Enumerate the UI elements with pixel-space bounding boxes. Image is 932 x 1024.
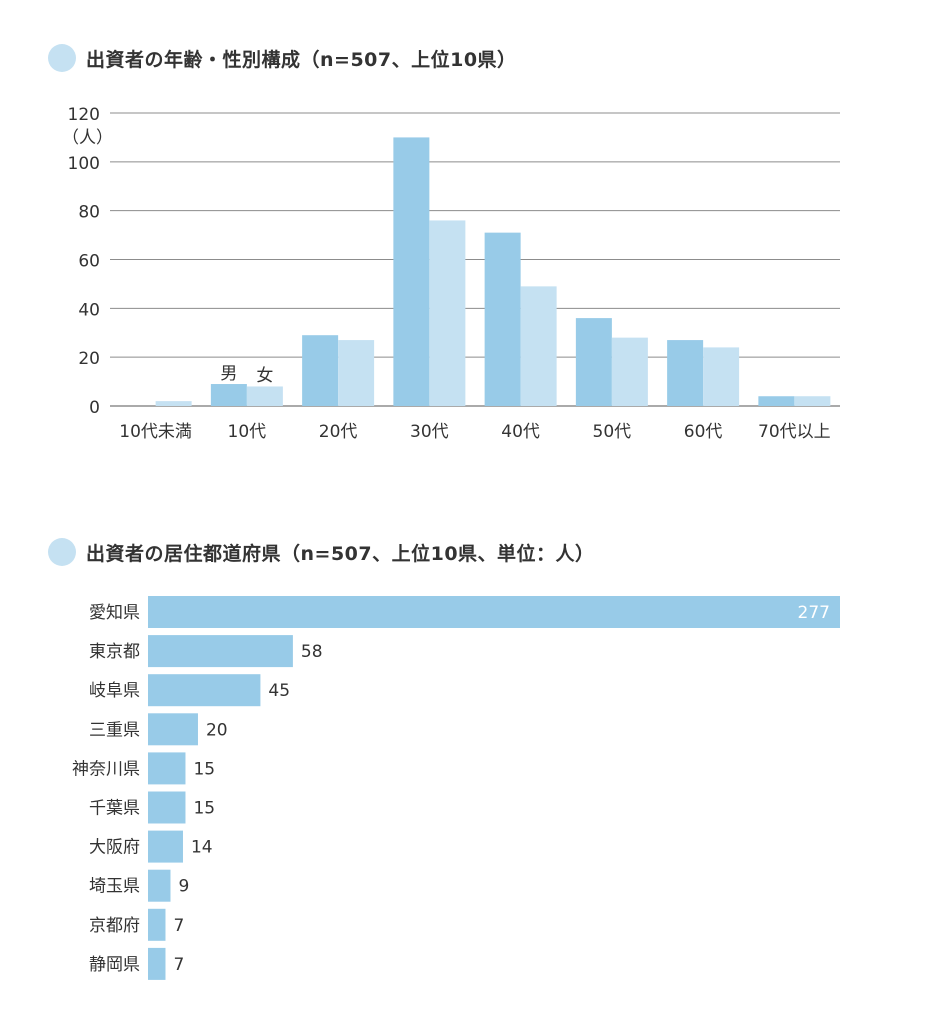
y-tick-label: 40: [78, 300, 100, 320]
y-category-label: 東京都: [89, 642, 140, 662]
bar-男: [484, 232, 521, 406]
bar-三重県: [148, 713, 198, 746]
bar-千葉県: [148, 791, 186, 824]
bar-埼玉県: [148, 869, 171, 902]
x-tick-label: 50代: [593, 422, 632, 442]
x-tick-label: 30代: [410, 422, 449, 442]
x-tick-label: 10代: [228, 422, 267, 442]
y-tick-label: 120: [68, 105, 100, 125]
data-label: 9: [178, 877, 189, 897]
data-label: 15: [193, 799, 215, 819]
bar-男: [758, 396, 795, 406]
bar-静岡県: [148, 947, 166, 980]
y-category-label: 岐阜県: [89, 681, 140, 701]
x-tick-label: 40代: [501, 422, 540, 442]
y-tick-label: 60: [78, 252, 100, 272]
y-category-label: 京都府: [89, 916, 140, 936]
bar-女: [703, 347, 740, 406]
y-category-label: 静岡県: [89, 955, 140, 975]
bar-男: [575, 318, 612, 406]
y-tick-label: 100: [68, 154, 100, 174]
bar-女: [794, 396, 831, 406]
x-tick-label: 60代: [684, 422, 723, 442]
legend-male-label: 男: [220, 364, 237, 384]
bullet-dot-icon: [48, 44, 76, 72]
age-gender-chart-title-text: 出資者の年齢・性別構成（n=507、上位10県）: [86, 48, 517, 71]
x-tick-label: 70代以上: [758, 422, 831, 442]
bar-男: [210, 384, 247, 406]
y-tick-label: 20: [78, 349, 100, 369]
y-category-label: 大阪府: [89, 838, 140, 858]
y-category-label: 愛知県: [89, 603, 140, 623]
bar-女: [246, 386, 283, 406]
y-category-label: 三重県: [89, 720, 140, 740]
bar-京都府: [148, 908, 166, 941]
data-label: 45: [268, 681, 290, 701]
data-label: 277: [798, 603, 830, 623]
bar-男: [302, 335, 339, 406]
age-gender-chart-title: 出資者の年齢・性別構成（n=507、上位10県）: [48, 44, 517, 72]
bar-女: [429, 220, 466, 406]
y-tick-label: 80: [78, 203, 100, 223]
data-label: 15: [193, 759, 215, 779]
bar-女: [155, 401, 192, 406]
data-label: 14: [191, 838, 213, 858]
x-tick-label: 10代未満: [119, 422, 192, 442]
bar-男: [667, 340, 704, 406]
bar-東京都: [148, 635, 293, 668]
y-category-label: 神奈川県: [72, 759, 140, 779]
age-gender-bar-chart: 0 20 40 60 80 100 120 （人） 10代未満 10代 20代 30代 40代 50代 60…: [62, 105, 840, 442]
data-label: 20: [206, 720, 228, 740]
data-label: 7: [173, 916, 184, 936]
x-tick-label: 20代: [319, 422, 358, 442]
bar-女: [338, 340, 375, 406]
bullet-dot-icon: [48, 538, 76, 566]
data-label: 7: [173, 955, 184, 975]
bar-愛知県: [148, 596, 840, 628]
y-tick-label: 0: [89, 398, 100, 418]
prefecture-chart-title-text: 出資者の居住都道府県（n=507、上位10県、単位：人）: [86, 542, 595, 565]
y-category-label: 埼玉県: [89, 877, 140, 897]
bar-大阪府: [148, 830, 183, 863]
bar-女: [520, 286, 557, 406]
y-axis-unit-label: （人）: [62, 128, 113, 148]
prefecture-chart-title: 出資者の居住都道府県（n=507、上位10県、単位：人）: [48, 538, 595, 566]
y-category-label: 千葉県: [89, 799, 140, 819]
bar-男: [393, 137, 430, 406]
legend-female-label: 女: [256, 366, 273, 386]
bar-神奈川県: [148, 752, 186, 785]
bar-女: [611, 337, 648, 406]
data-label: 58: [301, 642, 323, 662]
bar-岐阜県: [148, 674, 261, 707]
